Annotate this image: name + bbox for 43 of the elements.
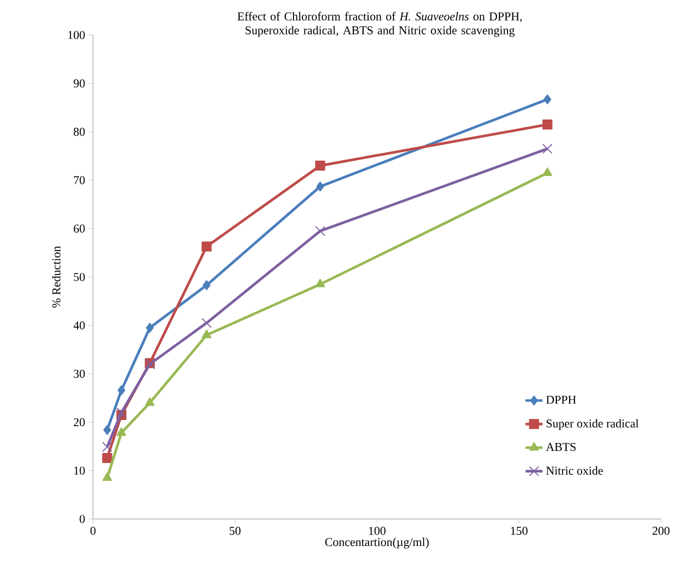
point: [202, 330, 212, 338]
x-tick-label: 150: [511, 526, 528, 535]
point: [544, 94, 552, 104]
y-tick-label: 40: [74, 321, 85, 330]
y-tick-label: 80: [74, 128, 85, 136]
x-tick-label: 200: [652, 526, 670, 535]
point: [116, 427, 126, 436]
point: [202, 242, 212, 252]
x-tick-label: 50: [230, 526, 241, 535]
legend-label: ABTS: [546, 442, 576, 451]
point: [118, 385, 126, 396]
point: [102, 472, 112, 481]
x-axis-title: Concentartion(µg/ml): [325, 538, 429, 549]
legend-label: DPPH: [546, 396, 576, 404]
point: [103, 424, 112, 435]
x-tick-label: 0: [90, 526, 96, 535]
chart-title: Effect of Chloroform fraction of H. Suaveoelns on DPPH, Superoxide radical, ABTS and Nitric oxide scavenging: [238, 12, 522, 37]
point: [542, 120, 552, 130]
point: [144, 397, 155, 406]
y-tick-label: 10: [74, 466, 85, 475]
y-tick-label: 50: [74, 272, 85, 282]
y-tick-label: 100: [68, 30, 85, 40]
x-tick-label: 100: [369, 526, 386, 535]
point: [542, 167, 552, 176]
point: [316, 181, 324, 192]
y-tick-label: 70: [74, 176, 85, 184]
point: [542, 144, 552, 154]
y-tick-label: 60: [74, 224, 85, 233]
point: [102, 453, 112, 464]
y-tick-label: 90: [74, 79, 85, 88]
point: [315, 278, 326, 288]
point: [146, 322, 154, 333]
point: [202, 280, 210, 290]
point: [315, 160, 326, 171]
y-axis-title: % Reduction: [52, 246, 60, 308]
y-tick-label: 20: [74, 418, 85, 426]
point: [102, 442, 112, 452]
y-tick-label: 30: [74, 370, 85, 378]
point: [315, 226, 326, 236]
y-tick-label: 0: [80, 514, 85, 524]
legend-label: Super oxide radical: [546, 419, 639, 430]
point: [116, 407, 126, 418]
legend-label: Nitric oxide: [546, 466, 603, 475]
